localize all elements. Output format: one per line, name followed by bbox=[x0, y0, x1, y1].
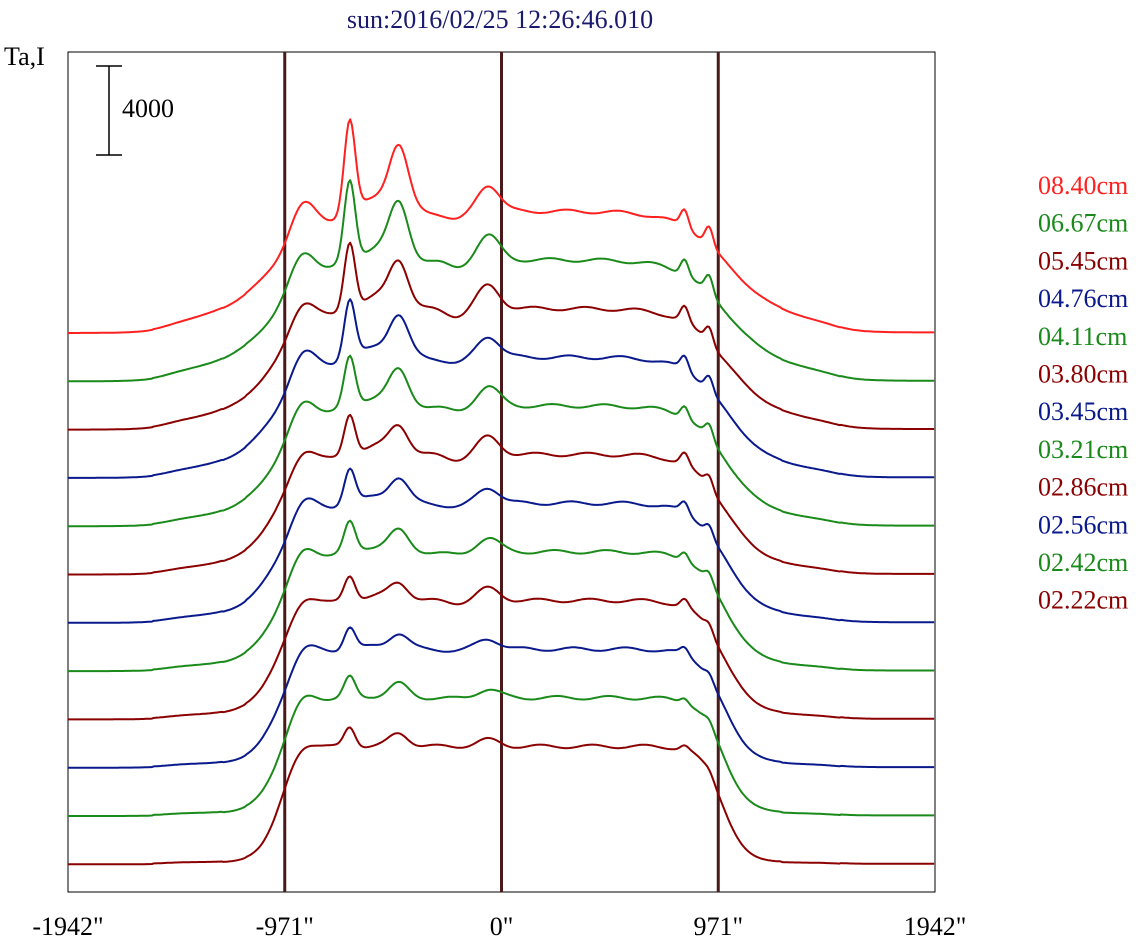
chart-title: sun:2016/02/25 12:26:46.010 bbox=[347, 5, 653, 34]
trace-2 bbox=[68, 241, 935, 431]
trace-8 bbox=[68, 575, 935, 721]
legend-entry-3: 04.76cm bbox=[1038, 284, 1128, 313]
legend-entry-9: 02.56cm bbox=[1038, 510, 1128, 539]
x-tick-label-3: 971" bbox=[693, 912, 743, 941]
legend-entry-10: 02.42cm bbox=[1038, 548, 1128, 577]
legend-entry-1: 06.67cm bbox=[1038, 209, 1128, 238]
traces bbox=[68, 118, 935, 866]
legend-entry-6: 03.45cm bbox=[1038, 397, 1128, 426]
y-axis-label: Ta,I bbox=[4, 42, 45, 71]
reference-lines bbox=[283, 52, 720, 892]
legend-entry-4: 04.11cm bbox=[1038, 322, 1127, 351]
x-tick-label-4: 1942" bbox=[904, 912, 967, 941]
trace-3 bbox=[68, 298, 935, 479]
trace-11 bbox=[68, 726, 935, 866]
x-tick-label-0: -1942" bbox=[32, 912, 103, 941]
legend: 08.40cm 06.67cm 05.45cm 04.76cm 04.11cm 03.80… bbox=[1038, 171, 1128, 615]
legend-entry-11: 02.22cm bbox=[1038, 586, 1128, 615]
legend-entry-0: 08.40cm bbox=[1038, 171, 1128, 200]
trace-4 bbox=[68, 354, 935, 528]
scale-bar-label: 4000 bbox=[122, 94, 174, 123]
x-tick-label-2: 0" bbox=[490, 912, 514, 941]
x-tick-labels: -1942" -971" 0" 971" 1942" bbox=[32, 912, 966, 941]
legend-entry-8: 02.86cm bbox=[1038, 473, 1128, 502]
trace-1 bbox=[68, 179, 935, 383]
legend-entry-5: 03.80cm bbox=[1038, 360, 1128, 389]
trace-0 bbox=[68, 118, 935, 334]
x-tick-label-1: -971" bbox=[256, 912, 314, 941]
trace-6 bbox=[68, 467, 935, 624]
trace-7 bbox=[68, 519, 935, 673]
trace-5 bbox=[68, 413, 935, 576]
trace-9 bbox=[68, 626, 935, 769]
scale-bar: 4000 bbox=[96, 65, 174, 156]
legend-entry-2: 05.45cm bbox=[1038, 246, 1128, 275]
trace-10 bbox=[68, 674, 935, 817]
legend-entry-7: 03.21cm bbox=[1038, 435, 1128, 464]
